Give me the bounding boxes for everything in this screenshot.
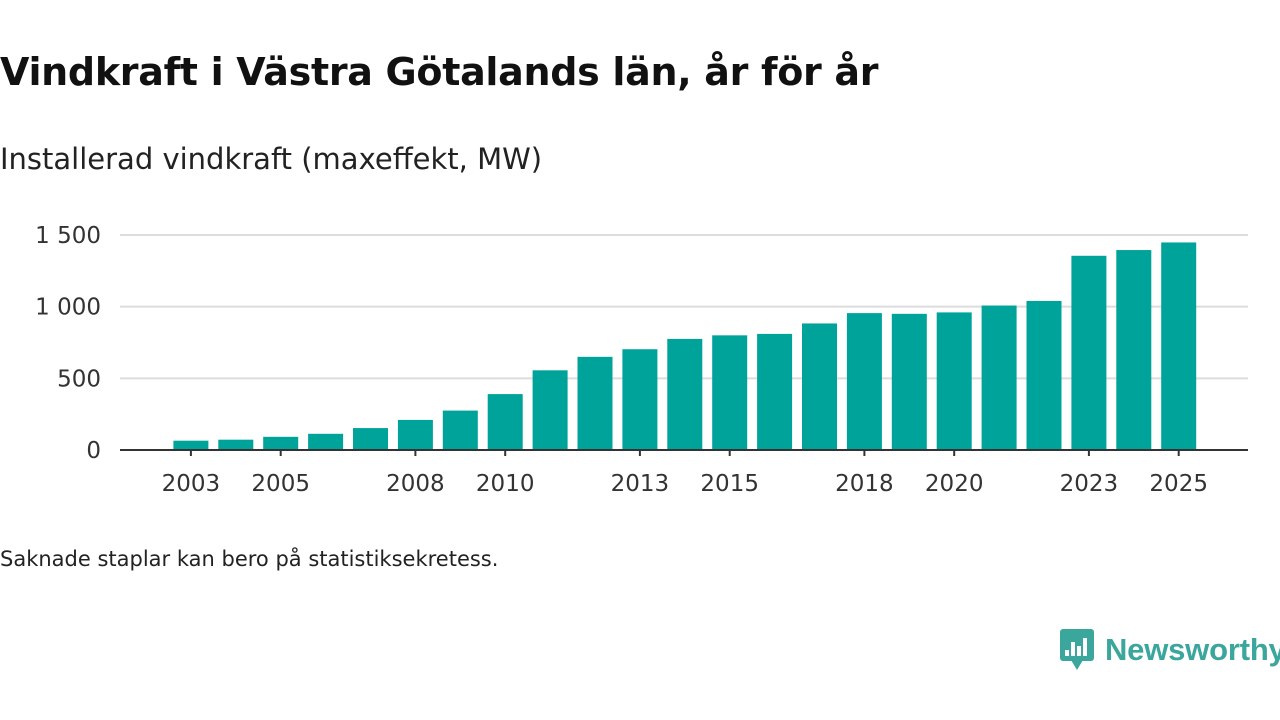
bar-2003[interactable] bbox=[173, 440, 209, 450]
bars bbox=[173, 242, 1197, 450]
bar-2011[interactable] bbox=[532, 370, 568, 450]
bar-2017[interactable] bbox=[802, 323, 837, 450]
bar-2022[interactable] bbox=[1026, 300, 1062, 450]
bar-2020[interactable] bbox=[936, 312, 972, 450]
bar-2007[interactable] bbox=[353, 428, 388, 450]
bar-2006[interactable] bbox=[308, 433, 344, 450]
bar-2013[interactable] bbox=[622, 349, 658, 450]
footnote: Saknade staplar kan bero på statistiksek… bbox=[0, 547, 499, 571]
chart-subtitle: Installerad vindkraft (maxeffekt, MW) bbox=[0, 142, 543, 176]
x-tick-label: 2010 bbox=[476, 471, 535, 497]
bar-2016[interactable] bbox=[757, 333, 793, 450]
x-tick-label: 2005 bbox=[251, 471, 310, 497]
brand-name: Newsworthy bbox=[1105, 632, 1280, 667]
chart-title: Vindkraft i Västra Götalands län, år för… bbox=[0, 50, 879, 94]
y-axis-ticks: 0 500 1 000 1 500 bbox=[35, 223, 101, 464]
y-tick-label: 0 bbox=[86, 438, 101, 464]
bar-2008[interactable] bbox=[397, 419, 433, 450]
x-tick-label: 2013 bbox=[611, 471, 670, 497]
bar-2025[interactable] bbox=[1161, 242, 1197, 450]
bar-2005[interactable] bbox=[263, 436, 299, 450]
bar-2004[interactable] bbox=[218, 439, 254, 450]
y-tick-label: 1 000 bbox=[35, 295, 101, 321]
bar-2010[interactable] bbox=[487, 394, 523, 450]
newsworthy-logo[interactable]: Newsworthy bbox=[1059, 628, 1280, 672]
x-tick-label: 2015 bbox=[700, 471, 759, 497]
bar-2009[interactable] bbox=[442, 410, 478, 450]
x-tick-label: 2025 bbox=[1149, 471, 1208, 497]
bar-2015[interactable] bbox=[712, 335, 748, 450]
x-tick-label: 2018 bbox=[835, 471, 894, 497]
x-axis-ticks: 2003 2005 2008 2010 2013 2015 2018 2020 2023 2025 bbox=[162, 450, 1208, 497]
bar-2024[interactable] bbox=[1116, 250, 1152, 450]
x-tick-label: 2008 bbox=[386, 471, 445, 497]
y-tick-label: 1 500 bbox=[35, 223, 101, 249]
x-tick-label: 2020 bbox=[925, 471, 984, 497]
x-tick-label: 2003 bbox=[162, 471, 221, 497]
bar-2012[interactable] bbox=[577, 356, 613, 450]
y-tick-label: 500 bbox=[57, 366, 101, 392]
x-tick-label: 2023 bbox=[1060, 471, 1119, 497]
newsworthy-logo-icon bbox=[1060, 629, 1094, 670]
bar-2023[interactable] bbox=[1071, 255, 1107, 450]
bar-2019[interactable] bbox=[891, 313, 927, 450]
bar-2014[interactable] bbox=[667, 338, 703, 450]
bar-2021[interactable] bbox=[981, 305, 1017, 450]
bar-2018[interactable] bbox=[846, 313, 882, 450]
